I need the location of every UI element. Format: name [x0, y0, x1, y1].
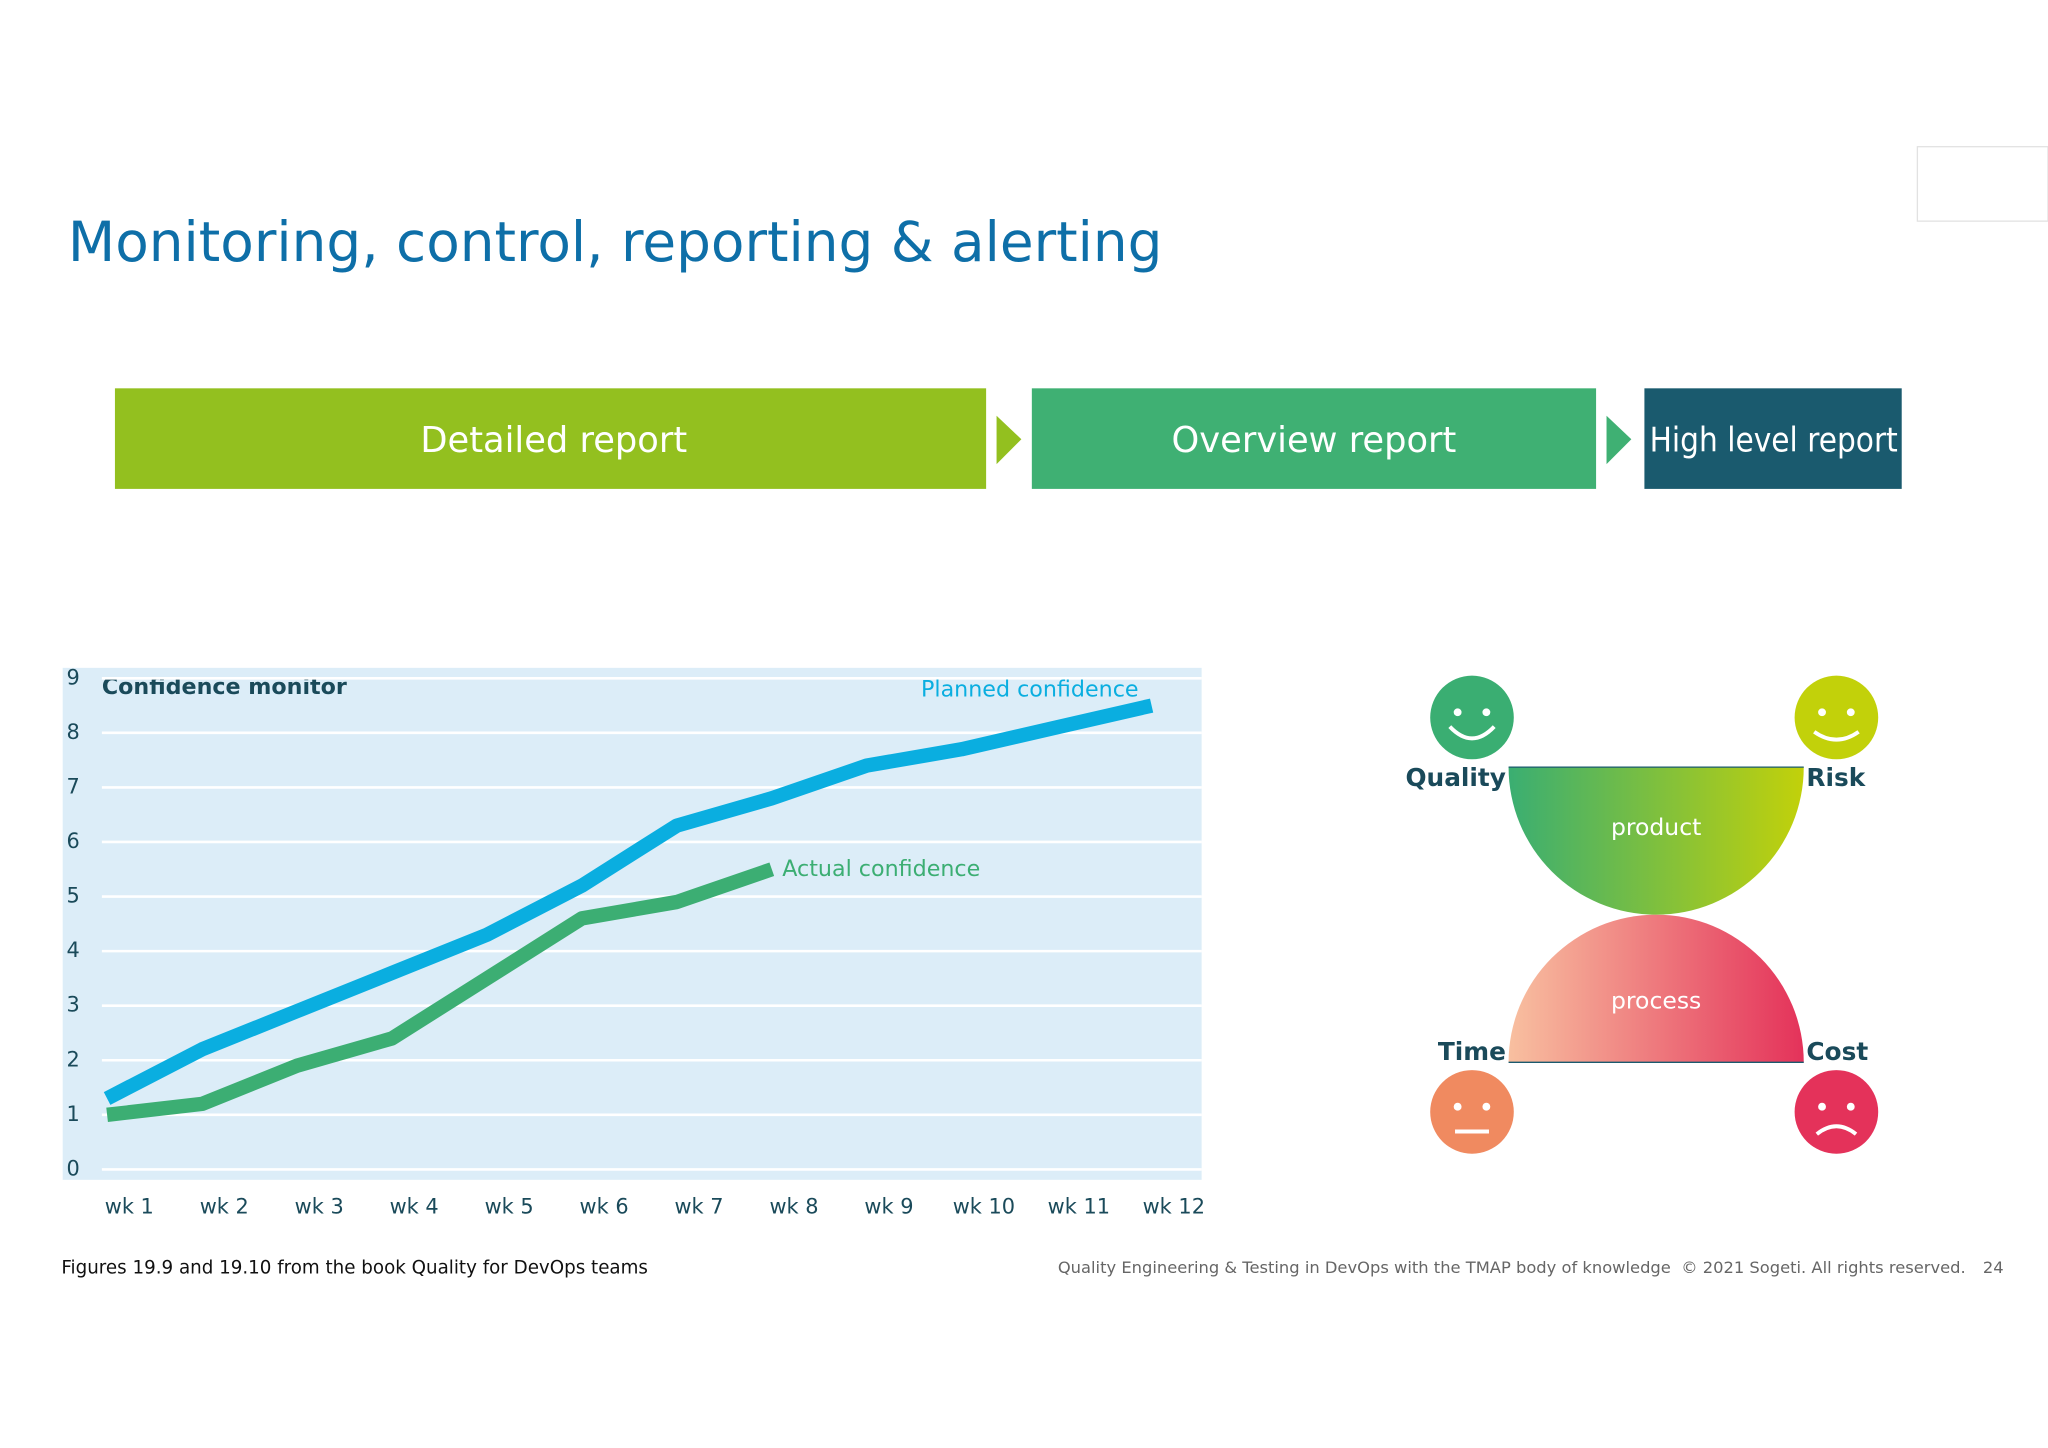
x-tick-label: wk 9 [864, 1194, 913, 1218]
report-box [114, 388, 987, 489]
process-dome [1508, 914, 1804, 1063]
series-line [106, 862, 775, 1122]
product-bowl [1508, 767, 1804, 915]
y-tick-label: 9 [66, 665, 79, 689]
series-label: Actual confidence [782, 856, 980, 882]
y-tick-label: 5 [66, 884, 79, 908]
diagram-label: Quality [1405, 763, 1505, 792]
smiley [1794, 675, 1879, 760]
report-label: High level report [1650, 420, 1898, 460]
report-box [1031, 388, 1597, 489]
diagram-label: Time [1438, 1037, 1506, 1066]
y-tick-label: 3 [66, 993, 79, 1017]
smiley [1430, 675, 1514, 760]
y-tick-label: 0 [66, 1156, 79, 1180]
y-tick-label: 1 [66, 1102, 79, 1126]
x-tick-label: wk 1 [105, 1194, 154, 1218]
x-tick-label: wk 12 [1143, 1194, 1205, 1218]
diagram-label: Cost [1806, 1037, 1868, 1066]
arrow [996, 415, 1022, 465]
y-tick-label: 8 [66, 720, 79, 744]
y-tick-label: 2 [66, 1047, 79, 1071]
smiley [1430, 1070, 1514, 1154]
diagram-label: process [1611, 987, 1701, 1015]
arrow [1606, 415, 1632, 465]
series-label: Planned confidence [921, 676, 1139, 702]
plot-area [62, 667, 1202, 1180]
thumbnail [1916, 146, 2048, 222]
x-tick-label: wk 11 [1048, 1194, 1110, 1218]
x-tick-label: wk 3 [295, 1194, 344, 1218]
x-tick-label: wk 8 [769, 1194, 818, 1218]
footer-source: Figures 19.9 and 19.10 from the book Qua… [61, 1258, 648, 1279]
diagram-label: Risk [1806, 763, 1865, 792]
y-tick-label: 6 [66, 829, 79, 853]
report-box [1644, 388, 1902, 489]
y-tick-label: 4 [66, 938, 79, 962]
slide-title: Monitoring, control, reporting & alertin… [68, 210, 1163, 274]
x-tick-label: wk 5 [485, 1194, 534, 1218]
x-tick-label: wk 2 [200, 1194, 249, 1218]
x-tick-label: wk 6 [580, 1194, 629, 1218]
x-tick-label: wk 7 [674, 1194, 723, 1218]
x-tick-label: wk 4 [390, 1194, 439, 1218]
diagram-label: product [1611, 813, 1701, 841]
smiley [1794, 1070, 1879, 1154]
x-tick-label: wk 10 [953, 1194, 1015, 1218]
series-line [103, 698, 1154, 1105]
y-tick-label: 7 [66, 774, 79, 798]
report-label: Detailed report [420, 420, 687, 461]
page-number: 24 [1983, 1258, 2004, 1277]
report-label: Overview report [1172, 420, 1457, 461]
footer-copyright: Quality Engineering & Testing in DevOps … [1058, 1258, 1966, 1277]
